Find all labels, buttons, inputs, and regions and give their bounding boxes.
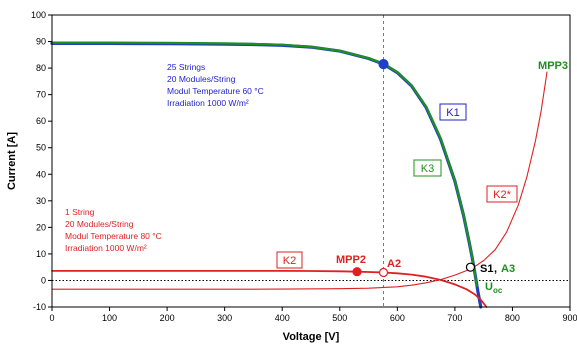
x-axis-title: Voltage [V] [283, 331, 340, 343]
point-mpp1 [378, 59, 389, 70]
series-line-k2-star [51, 71, 548, 290]
y-tick-label: 90 [36, 37, 46, 47]
point-a2 [378, 267, 389, 278]
label-uoc-main: U [485, 281, 493, 293]
label-s1-separator: , [494, 263, 497, 275]
y-tick-label: 100 [31, 10, 46, 20]
y-tick-label: -10 [33, 302, 46, 312]
label-k1-box [439, 103, 467, 121]
label-a3: A3 [501, 263, 515, 275]
x-tick-label: 900 [562, 313, 577, 323]
label-k2: K2 [283, 255, 296, 267]
y-tick-label: 20 [36, 222, 46, 232]
annotation-small-line: 20 Modules/String [65, 219, 134, 229]
annotation-small-line: Modul Temperature 80 °C [65, 231, 162, 241]
annotation-small-line: 1 String [65, 207, 95, 217]
x-tick-label: 200 [160, 313, 175, 323]
x-tick-label: 800 [505, 313, 520, 323]
label-k1: K1 [446, 107, 459, 119]
tick-layer: 0 100 200 300 400 500 600 700 800 900-10010203040… [31, 10, 577, 323]
annotation-large-line: 20 Modules/String [167, 74, 236, 84]
label-layer: 25 Strings 20 Modules/String Modul Tempera… [65, 60, 568, 295]
points-layer [352, 59, 476, 278]
label-k3-box [413, 159, 442, 177]
y-tick-label: 10 [36, 249, 46, 259]
y-tick-label: 60 [36, 116, 46, 126]
y-tick-label: 50 [36, 143, 46, 153]
annotation-large-line: Modul Temperature 60 °C [167, 86, 264, 96]
label-s1: S1 [480, 263, 493, 275]
label-k2-box [276, 251, 303, 269]
y-tick-label: 70 [36, 90, 46, 100]
label-uoc-sub: oc [493, 286, 503, 295]
y-axis-title: Current [A] [6, 132, 18, 190]
plot-frame [51, 14, 571, 308]
label-mpp3: MPP3 [538, 60, 568, 72]
x-tick-label: 100 [102, 313, 117, 323]
x-tick-label: 700 [447, 313, 462, 323]
annotation-small-line: Irradiation 1000 W/m² [65, 243, 147, 253]
x-tick-label: 500 [332, 313, 347, 323]
y-tick-label: 0 [41, 275, 46, 285]
y-tick-label: 80 [36, 63, 46, 73]
x-tick-label: 600 [390, 313, 405, 323]
annotation-large-line: 25 Strings [167, 62, 205, 72]
point-mpp2 [352, 267, 362, 277]
label-k3: K3 [421, 163, 434, 175]
label-mpp2: MPP2 [336, 254, 366, 266]
label-uoc: Uoc [485, 281, 503, 295]
label-k2-star-box [486, 185, 518, 203]
point-s1 [465, 262, 476, 272]
y-tick-label: 40 [36, 169, 46, 179]
y-tick-label: 30 [36, 196, 46, 206]
series-line-k3 [50, 41, 478, 287]
label-a2: A2 [387, 258, 401, 270]
x-tick-label: 300 [217, 313, 232, 323]
x-tick-label: 400 [275, 313, 290, 323]
label-k2-star: K2* [493, 189, 511, 201]
annotation-large-line: Irradiation 1000 W/m² [167, 98, 249, 108]
x-tick-label: 0 [49, 313, 54, 323]
